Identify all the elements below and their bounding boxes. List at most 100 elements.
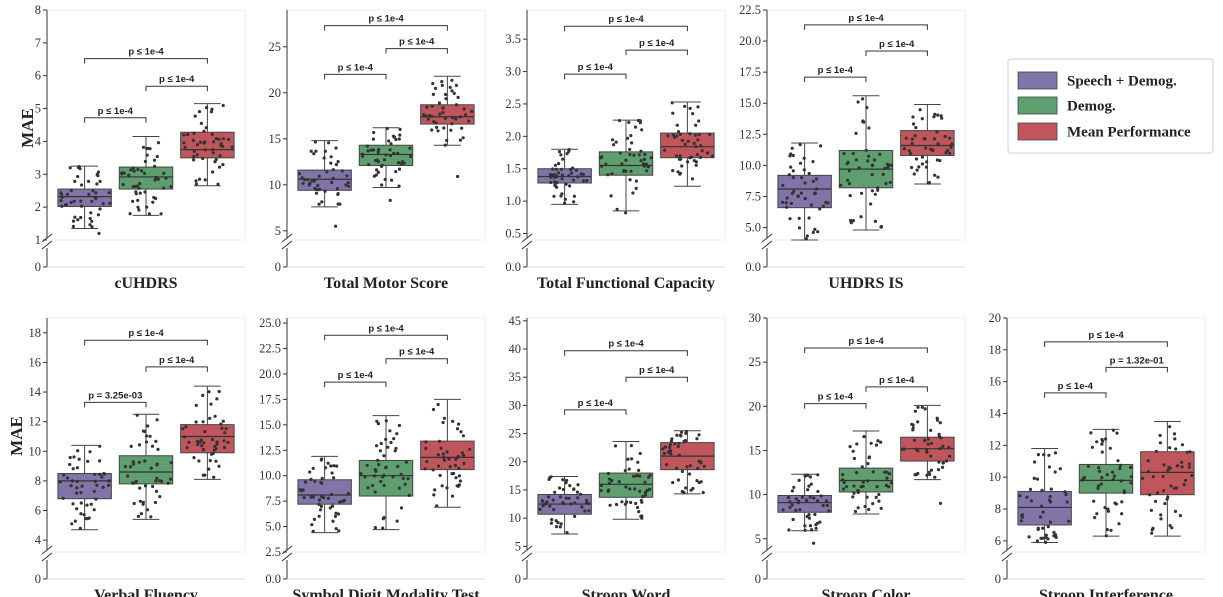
swarm-point bbox=[923, 407, 927, 411]
swarm-point bbox=[923, 137, 927, 141]
panel-cuhdrs: 1 2 3 4 5 6 7 8 0 cUHDRS p ≤ 1e-4 p ≤ 1e-4 p ≤ 1e-4 bbox=[35, 3, 246, 292]
swarm-point bbox=[688, 106, 692, 110]
panel-stroop-word: 5 10 15 20 25 30 35 40 45 0 Stroop Word p ≤ 1e-4 p ≤… bbox=[509, 314, 726, 597]
swarm-point bbox=[433, 488, 437, 492]
box-speech-demog bbox=[57, 165, 112, 235]
swarm-point bbox=[187, 440, 191, 444]
swarm-point bbox=[71, 467, 75, 471]
y-tick-label: 6 bbox=[35, 69, 41, 83]
swarm-point bbox=[91, 189, 95, 193]
swarm-point bbox=[910, 422, 914, 426]
box-mean-performance bbox=[180, 103, 235, 187]
swarm-point bbox=[75, 507, 79, 511]
swarm-point bbox=[308, 470, 312, 474]
swarm-point bbox=[436, 453, 440, 457]
box-mean-performance bbox=[900, 404, 955, 505]
y-tick-label: 25 bbox=[509, 427, 522, 441]
swarm-point bbox=[813, 227, 817, 231]
swarm-point bbox=[380, 183, 384, 187]
swarm-point bbox=[1040, 504, 1044, 508]
swarm-point bbox=[669, 452, 673, 456]
box-demog bbox=[118, 413, 174, 520]
swarm-point bbox=[346, 181, 350, 185]
swarm-point bbox=[386, 445, 390, 449]
swarm-point bbox=[1187, 462, 1191, 466]
swarm-point bbox=[336, 192, 340, 196]
swarm-point bbox=[1019, 519, 1023, 523]
swarm-point bbox=[643, 152, 647, 156]
y-tick-label: 45 bbox=[509, 314, 522, 328]
swarm-point bbox=[794, 497, 798, 501]
swarm-point bbox=[193, 114, 197, 118]
swarm-point bbox=[378, 449, 382, 453]
swarm-point bbox=[563, 197, 568, 201]
swarm-point bbox=[878, 152, 882, 156]
significance-bracket: p ≤ 1e-4 bbox=[385, 37, 448, 54]
p-value-label: p ≤ 1e-4 bbox=[338, 62, 374, 73]
swarm-point bbox=[808, 495, 812, 499]
swarm-point bbox=[1146, 470, 1150, 474]
y-tick-label-zero: 0.0 bbox=[265, 572, 281, 586]
swarm-point bbox=[141, 429, 146, 433]
swarm-point bbox=[424, 446, 428, 450]
swarm-point bbox=[335, 187, 339, 191]
swarm-point bbox=[1129, 475, 1133, 479]
bracket-line bbox=[84, 117, 147, 123]
swarm-point bbox=[330, 180, 334, 184]
swarm-point bbox=[80, 183, 84, 187]
significance-bracket: p ≤ 1e-4 bbox=[564, 398, 627, 415]
panel-symbol-digit-modality-test: 2.5 5.0 7.5 10.0 12.5 15.0 17.5 20.0 22.5 25.0 0.0… bbox=[259, 316, 486, 597]
swarm-point bbox=[218, 154, 222, 158]
swarm-point bbox=[65, 192, 69, 196]
panel-title-total-functional-capacity: Total Functional Capacity bbox=[537, 275, 715, 292]
swarm-point bbox=[573, 514, 577, 519]
swarm-point bbox=[384, 153, 388, 157]
swarm-point bbox=[1151, 526, 1155, 531]
swarm-point bbox=[390, 178, 394, 182]
swarm-point bbox=[80, 484, 84, 488]
swarm-point bbox=[550, 518, 554, 522]
swarm-point bbox=[606, 173, 610, 177]
swarm-point bbox=[937, 460, 941, 464]
swarm-point bbox=[627, 120, 631, 124]
swarm-point bbox=[210, 132, 214, 136]
panel-title-cuhdrs: cUHDRS bbox=[114, 275, 177, 292]
swarm-point bbox=[613, 444, 618, 448]
swarm-point bbox=[430, 104, 434, 108]
swarm-point bbox=[702, 464, 706, 468]
swarm-point bbox=[467, 119, 471, 123]
swarm-point bbox=[425, 460, 429, 464]
swarm-point bbox=[617, 480, 621, 484]
swarm-point bbox=[203, 148, 207, 152]
swarm-point bbox=[600, 164, 604, 168]
bracket-line bbox=[564, 350, 688, 356]
swarm-point bbox=[886, 165, 890, 169]
swarm-point bbox=[90, 219, 94, 223]
y-tick-label: 14 bbox=[989, 407, 1002, 421]
axis-break-mark bbox=[521, 552, 533, 562]
swarm-point bbox=[818, 520, 822, 524]
swarm-point bbox=[151, 484, 155, 489]
swarm-point bbox=[902, 447, 906, 451]
swarm-point bbox=[437, 101, 442, 105]
y-tick-label: 8 bbox=[995, 502, 1001, 516]
y-tick-label: 10 bbox=[509, 511, 522, 525]
swarm-point bbox=[818, 207, 822, 211]
y-tick-label: 6 bbox=[995, 534, 1001, 548]
swarm-point bbox=[614, 140, 618, 144]
swarm-point bbox=[938, 421, 942, 425]
swarm-point bbox=[799, 191, 804, 195]
swarm-point bbox=[678, 171, 683, 175]
swarm-point bbox=[194, 179, 198, 183]
swarm-point bbox=[1096, 486, 1100, 490]
swarm-point bbox=[697, 119, 701, 123]
swarm-point bbox=[841, 473, 845, 477]
swarm-point bbox=[1116, 459, 1120, 463]
swarm-point bbox=[816, 473, 820, 477]
swarm-point bbox=[336, 202, 340, 206]
box-mean-performance bbox=[660, 429, 715, 495]
swarm-point bbox=[581, 172, 585, 176]
swarm-point bbox=[149, 466, 153, 470]
swarm-point bbox=[345, 174, 349, 178]
swarm-point bbox=[538, 507, 542, 511]
